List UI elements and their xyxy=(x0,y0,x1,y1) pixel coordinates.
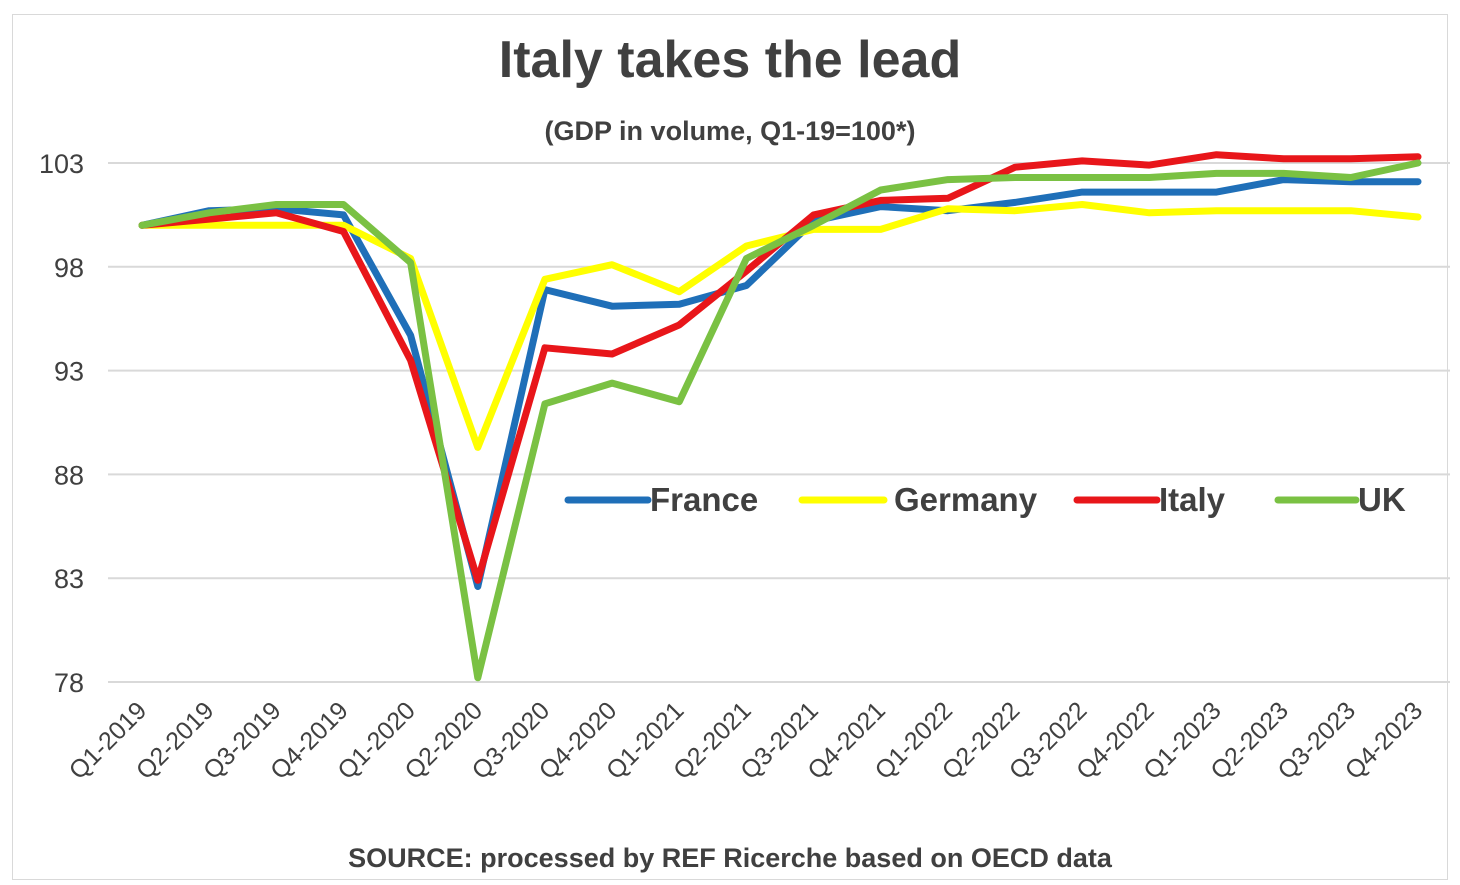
legend-label-france: France xyxy=(650,481,758,518)
legend: France Germany Italy UK xyxy=(564,481,1406,518)
legend-label-uk: UK xyxy=(1358,481,1406,518)
series-line-italy xyxy=(138,151,1422,584)
legend-label-germany: Germany xyxy=(894,481,1038,518)
series-lines xyxy=(138,151,1422,682)
x-axis: Q1-2019Q2-2019Q3-2019Q4-2019Q1-2020Q2-20… xyxy=(64,696,1429,785)
y-tick-label: 93 xyxy=(54,357,84,387)
y-tick-label: 78 xyxy=(54,668,84,698)
y-tick-label: 103 xyxy=(39,149,84,179)
legend-label-italy: Italy xyxy=(1159,481,1226,518)
chart-frame xyxy=(12,14,1448,880)
source-note: SOURCE: processed by REF Ricerche based … xyxy=(348,843,1112,873)
chart-subtitle: (GDP in volume, Q1-19=100*) xyxy=(544,116,916,146)
y-axis: 78 83 88 93 98 103 xyxy=(39,149,84,698)
y-tick-label: 98 xyxy=(54,253,84,283)
gridlines xyxy=(108,162,1450,683)
chart-title: Italy takes the lead xyxy=(498,31,962,89)
series-line-france xyxy=(138,176,1422,590)
series-line-uk xyxy=(138,159,1422,682)
series-line-germany xyxy=(138,201,1422,451)
y-tick-label: 83 xyxy=(54,564,84,594)
y-tick-label: 88 xyxy=(54,460,84,490)
